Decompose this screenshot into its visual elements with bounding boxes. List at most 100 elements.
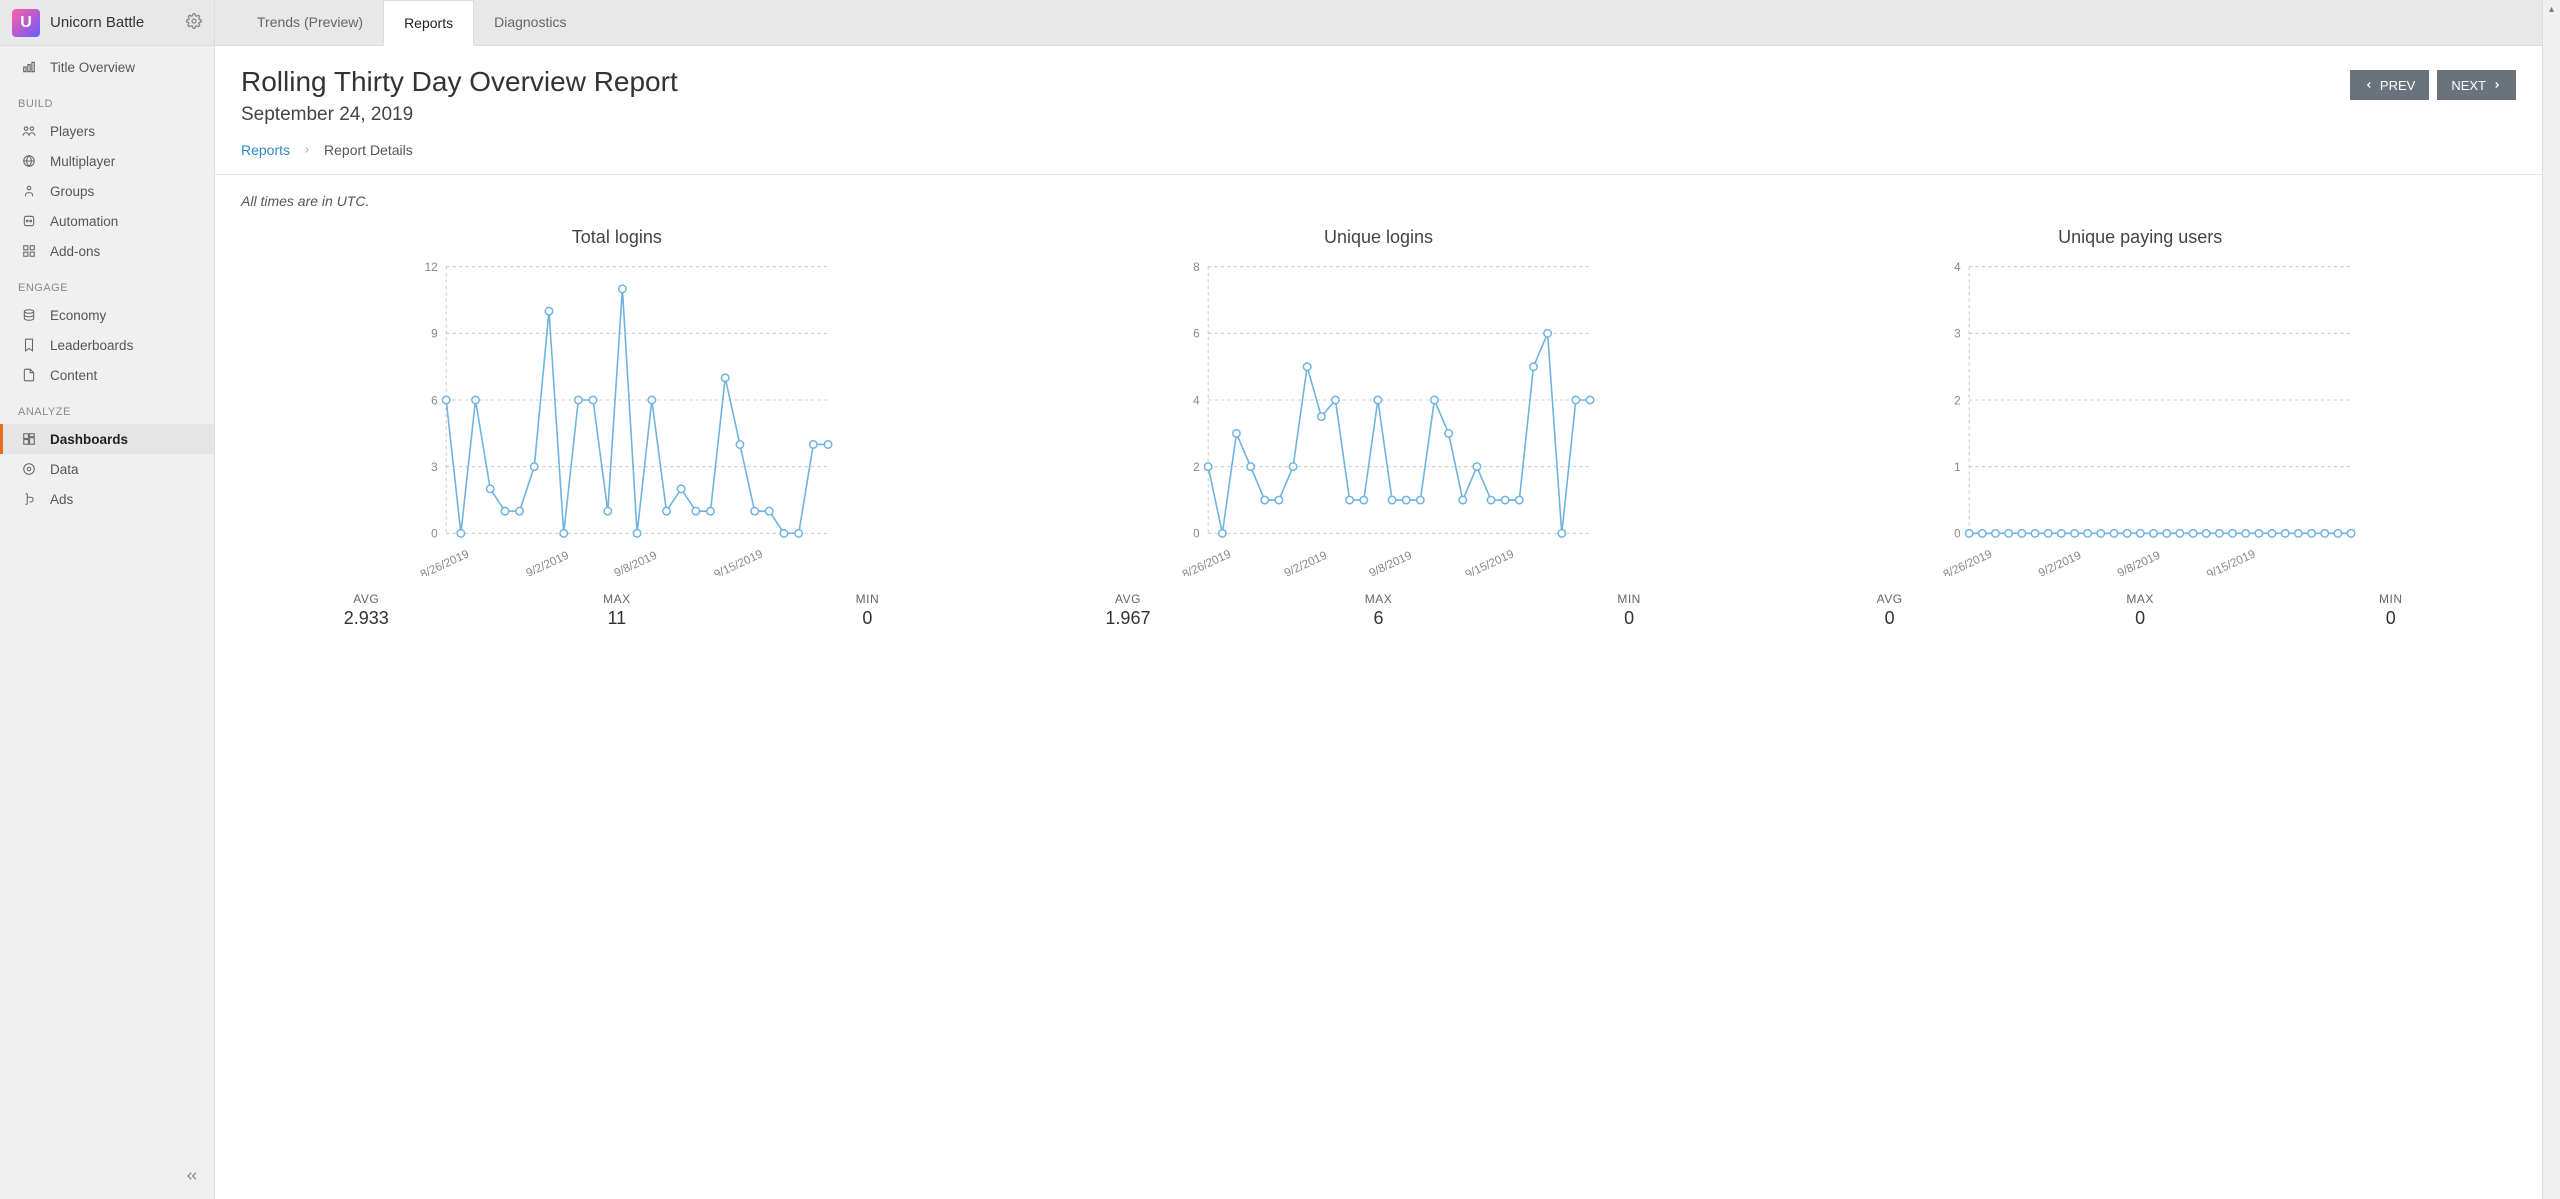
data-icon (18, 462, 40, 476)
app-title: Unicorn Battle (50, 14, 186, 31)
sidebar-item-title-overview[interactable]: Title Overview (0, 52, 214, 82)
svg-text:9/2/2019: 9/2/2019 (1282, 549, 1329, 576)
chart-title: Unique paying users (2058, 227, 2222, 248)
sidebar-item-groups[interactable]: Groups (0, 176, 214, 206)
sidebar-item-economy[interactable]: Economy (0, 300, 214, 330)
sidebar-item-label: Automation (50, 214, 118, 229)
sidebar-section-heading: ANALYZE (0, 390, 214, 424)
sidebar-item-data[interactable]: Data (0, 454, 214, 484)
sidebar-item-add-ons[interactable]: Add-ons (0, 236, 214, 266)
stat-avg: AVG2.933 (241, 592, 492, 629)
sidebar-item-label: Groups (50, 184, 94, 199)
sidebar-item-label: Content (50, 368, 97, 383)
svg-text:6: 6 (1193, 328, 1200, 341)
svg-text:6: 6 (431, 394, 438, 407)
prev-button[interactable]: PREV (2350, 70, 2429, 100)
chart-title: Total logins (572, 227, 662, 248)
utc-note: All times are in UTC. (215, 175, 2542, 217)
tab-diagnostics[interactable]: Diagnostics (474, 0, 586, 45)
stat-avg: AVG0 (1764, 592, 2015, 629)
bars-icon (18, 60, 40, 74)
sidebar-item-label: Players (50, 124, 95, 139)
sidebar-item-label: Add-ons (50, 244, 100, 259)
sidebar-item-dashboards[interactable]: Dashboards (0, 424, 214, 454)
chart-stats: AVG0MAX0MIN0 (1764, 592, 2516, 629)
sidebar-item-label: Title Overview (50, 60, 135, 75)
stat-label: MIN (2265, 592, 2516, 606)
svg-text:2: 2 (1954, 394, 1961, 407)
tab-reports[interactable]: Reports (383, 0, 474, 46)
svg-text:9/15/2019: 9/15/2019 (2205, 547, 2258, 576)
stat-avg: AVG1.967 (1003, 592, 1254, 629)
page-subtitle: September 24, 2019 (241, 104, 2350, 126)
stat-min: MIN0 (742, 592, 993, 629)
gear-icon[interactable] (186, 13, 202, 32)
svg-text:2: 2 (1193, 461, 1200, 474)
stat-min: MIN 0 (2265, 592, 2516, 629)
chart-stats: AVG1.967MAX6MIN0 (1003, 592, 1755, 629)
prev-button-label: PREV (2380, 78, 2415, 93)
chart-title: Unique logins (1324, 227, 1433, 248)
sidebar-item-content[interactable]: Content (0, 360, 214, 390)
economy-icon (18, 308, 40, 322)
stat-label: AVG (1003, 592, 1254, 606)
stat-value: 0 (742, 608, 993, 629)
svg-text:9/8/2019: 9/8/2019 (1367, 549, 1414, 576)
ads-icon (18, 492, 40, 506)
svg-text:8: 8 (1193, 261, 1200, 274)
svg-text:9/15/2019: 9/15/2019 (712, 547, 765, 576)
sidebar-section-heading: ENGAGE (0, 266, 214, 300)
chart-card: Unique logins024688/26/20199/2/20199/8/2… (1003, 227, 1755, 629)
stat-min: MIN0 (1504, 592, 1755, 629)
chart-svg: 0369128/26/20199/2/20199/8/20199/15/2019 (241, 256, 993, 576)
breadcrumb-root[interactable]: Reports (241, 142, 290, 158)
leaderboard-icon (18, 338, 40, 352)
page-title: Rolling Thirty Day Overview Report (241, 66, 2350, 98)
tab-trends-preview-[interactable]: Trends (Preview) (237, 0, 383, 45)
collapse-sidebar-icon[interactable] (0, 1158, 214, 1199)
sidebar-nav: Title Overview BUILDPlayersMultiplayerGr… (0, 46, 214, 1158)
stat-label: AVG (1764, 592, 2015, 606)
page-header: Rolling Thirty Day Overview Report Septe… (215, 46, 2542, 136)
sidebar-item-label: Leaderboards (50, 338, 133, 353)
sidebar-item-leaderboards[interactable]: Leaderboards (0, 330, 214, 360)
next-button-label: NEXT (2451, 78, 2486, 93)
sidebar-item-ads[interactable]: Ads (0, 484, 214, 514)
next-button[interactable]: NEXT (2437, 70, 2516, 100)
svg-text:9: 9 (431, 328, 438, 341)
sidebar-item-label: Ads (50, 492, 73, 507)
svg-text:8/26/2019: 8/26/2019 (1180, 547, 1233, 576)
svg-text:9/8/2019: 9/8/2019 (2116, 549, 2163, 576)
vertical-scrollbar[interactable]: ▴ (2542, 0, 2560, 1199)
content-icon (18, 368, 40, 382)
stat-max: MAX11 (492, 592, 743, 629)
svg-text:4: 4 (1954, 261, 1961, 274)
stat-max: MAX6 (1253, 592, 1504, 629)
svg-text:9/15/2019: 9/15/2019 (1463, 547, 1516, 576)
svg-text:8/26/2019: 8/26/2019 (418, 547, 471, 576)
sidebar: U Unicorn Battle Title Overview BUILDPla… (0, 0, 215, 1199)
chart-stats: AVG2.933MAX11MIN0 (241, 592, 993, 629)
content: Rolling Thirty Day Overview Report Septe… (215, 46, 2542, 1199)
breadcrumb-current: Report Details (324, 142, 413, 158)
svg-text:1: 1 (1954, 461, 1961, 474)
sidebar-item-players[interactable]: Players (0, 116, 214, 146)
sidebar-item-multiplayer[interactable]: Multiplayer (0, 146, 214, 176)
sidebar-header: U Unicorn Battle (0, 0, 214, 46)
stat-value: 0 (2265, 608, 2516, 629)
chart-card: Total logins0369128/26/20199/2/20199/8/2… (241, 227, 993, 629)
sidebar-item-automation[interactable]: Automation (0, 206, 214, 236)
charts-row: Total logins0369128/26/20199/2/20199/8/2… (215, 217, 2542, 659)
scroll-up-icon[interactable]: ▴ (2543, 0, 2560, 18)
chart-card: Unique paying users012348/26/20199/2/201… (1764, 227, 2516, 629)
stat-label: MAX (1253, 592, 1504, 606)
svg-text:0: 0 (1193, 528, 1200, 541)
globe-icon (18, 154, 40, 168)
addons-icon (18, 244, 40, 258)
automation-icon (18, 214, 40, 228)
stat-value: 11 (492, 608, 743, 629)
chevron-right-icon (302, 142, 312, 158)
sidebar-item-label: Economy (50, 308, 106, 323)
app-logo: U (12, 9, 40, 37)
tabbar: Trends (Preview)ReportsDiagnostics (215, 0, 2542, 46)
